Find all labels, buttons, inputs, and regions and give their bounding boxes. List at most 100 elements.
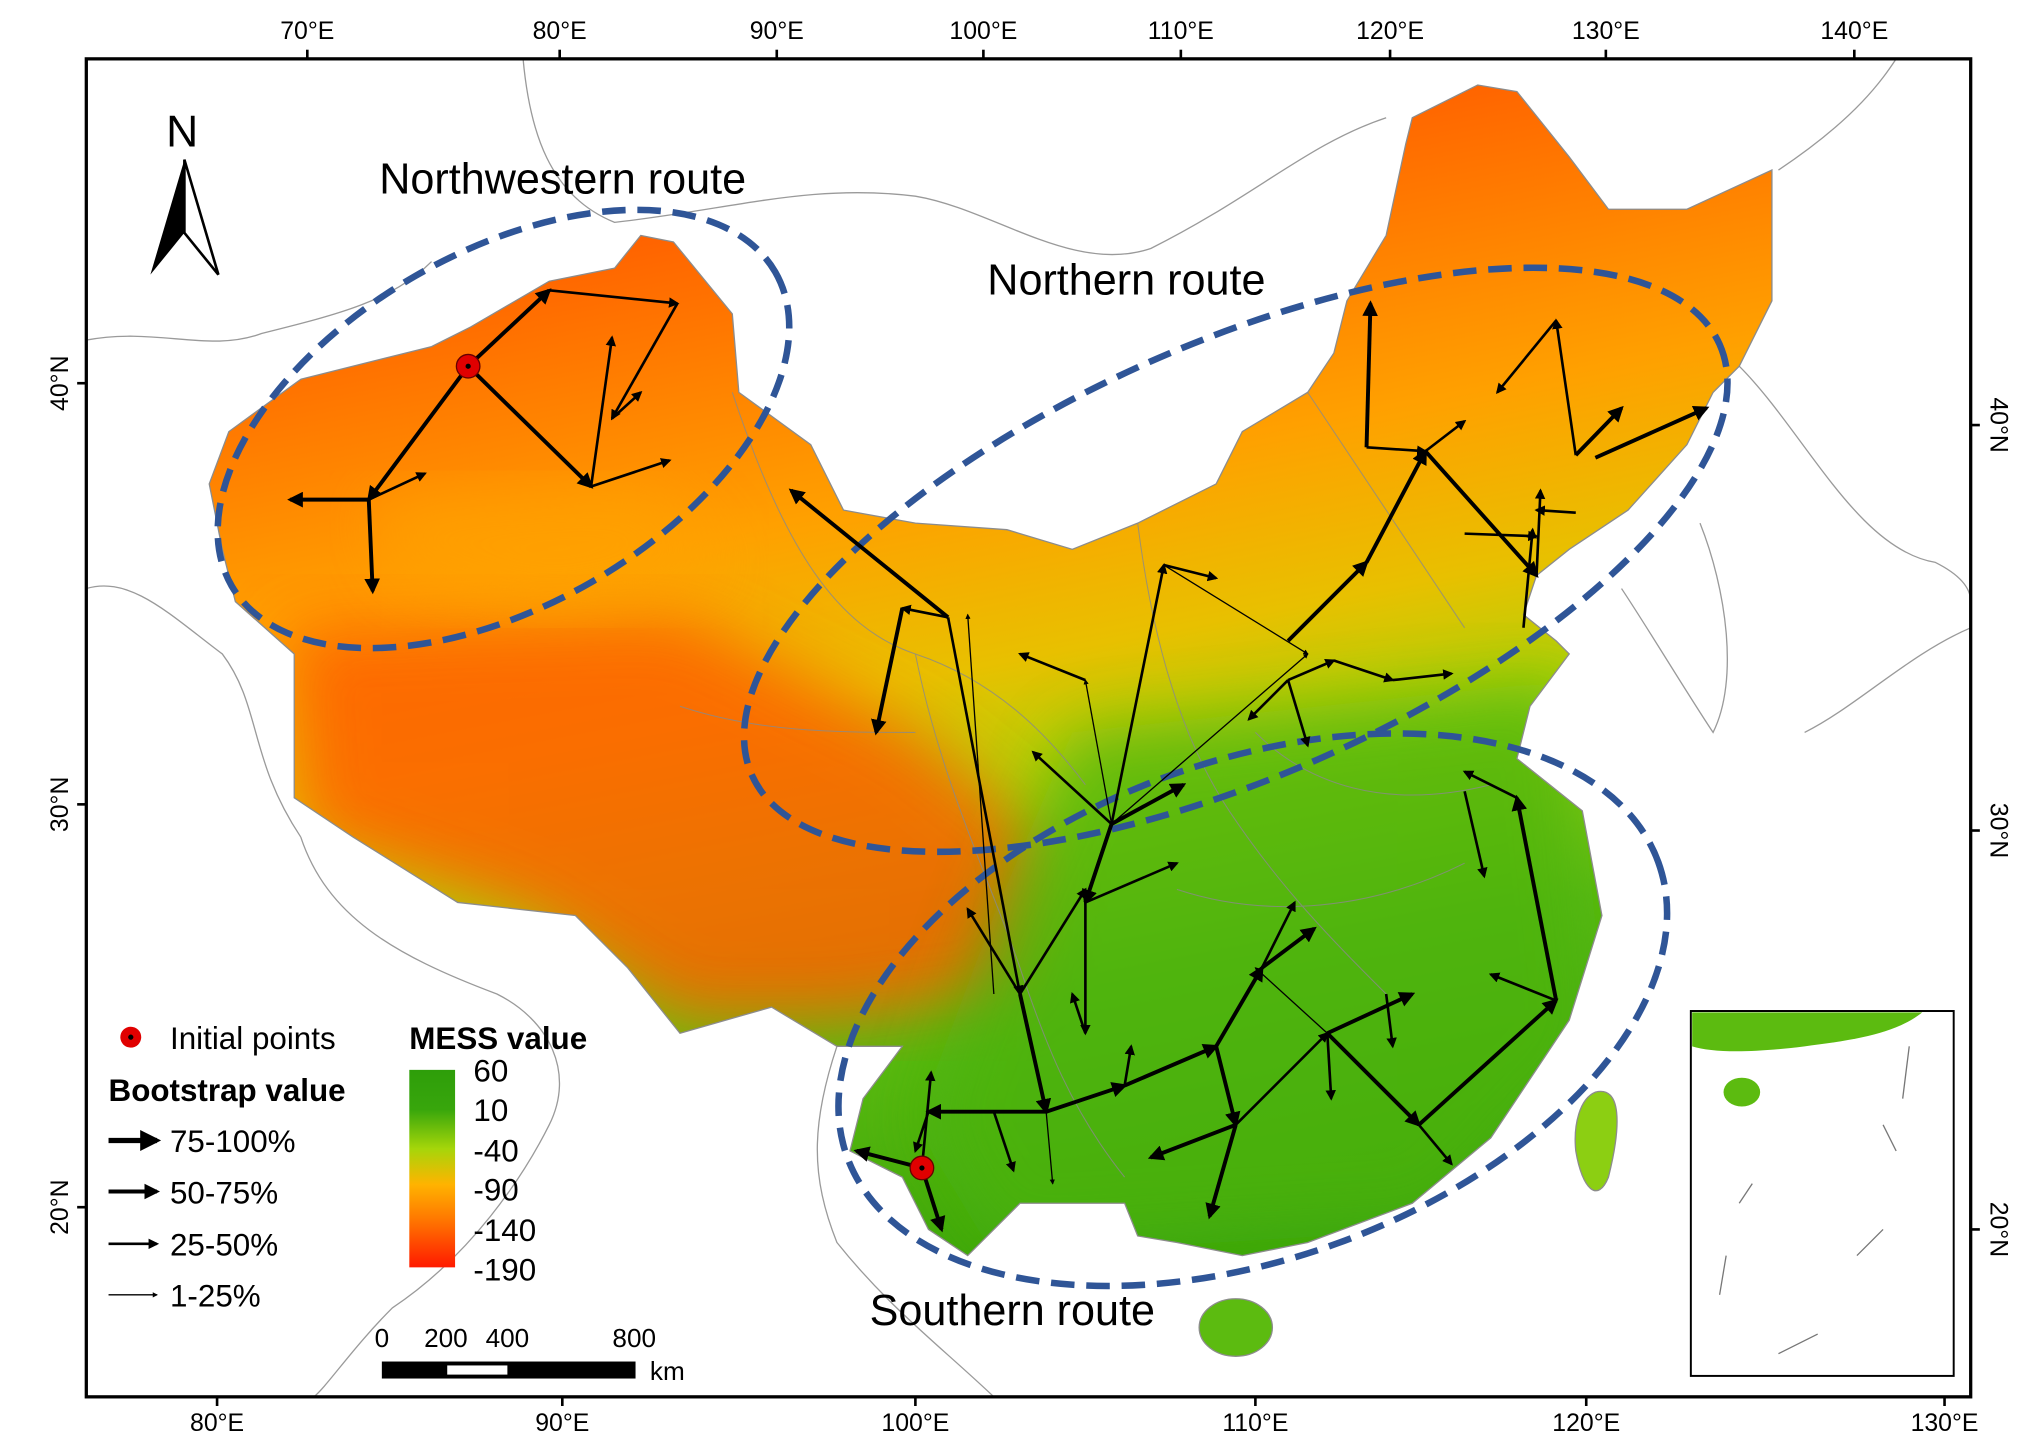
scale-tick: 400	[486, 1323, 530, 1353]
dispersal-arrow	[1018, 652, 1086, 682]
dispersal-arrow	[1069, 992, 1087, 1034]
dispersal-arrow	[1424, 419, 1467, 453]
mess-tick: 10	[473, 1093, 508, 1128]
dispersal-arrow	[1110, 783, 1187, 826]
dispersal-arrows	[287, 288, 1710, 1233]
bottom-tick-label: 80°E	[190, 1410, 244, 1437]
right-tick-label: 30°N	[1984, 803, 2011, 858]
northwestern-route-label: Northwestern route	[379, 156, 746, 204]
dispersal-arrow	[1594, 406, 1710, 460]
right-axis-labels: 40°N 30°N 20°N	[1984, 397, 2011, 1257]
dispersal-arrow	[1260, 926, 1317, 970]
dispersal-arrow	[1423, 449, 1539, 578]
scale-tick: 0	[375, 1323, 390, 1353]
scale-tick: 200	[424, 1323, 468, 1353]
mess-title: MESS value	[409, 1021, 587, 1056]
dispersal-arrow	[1325, 1033, 1336, 1101]
top-tick-label: 110°E	[1148, 18, 1214, 45]
bottom-axis-labels: 80°E 90°E 100°E 110°E 120°E 130°E	[190, 1410, 1978, 1437]
dispersal-arrow	[1333, 659, 1395, 683]
bootstrap-class-label: 1-25%	[170, 1279, 261, 1314]
bottom-tick-label: 100°E	[881, 1410, 949, 1437]
dispersal-arrow	[1123, 1044, 1220, 1088]
mess-tick: -140	[473, 1213, 536, 1248]
dispersal-arrow	[466, 364, 594, 489]
mess-colorbar	[409, 1069, 456, 1268]
north-label: N	[166, 107, 198, 156]
dispersal-arrow	[788, 488, 950, 619]
north-arrow: N	[150, 107, 220, 276]
dispersal-arrow	[1110, 562, 1168, 825]
southern-route-label: Southern route	[870, 1287, 1155, 1335]
dispersal-arrow	[1325, 1031, 1422, 1128]
dispersal-arrow	[1384, 993, 1397, 1049]
dispersal-arrow	[368, 472, 427, 501]
bootstrap-title: Bootstrap value	[109, 1073, 346, 1108]
dispersal-arrow	[1511, 794, 1559, 1001]
dispersal-arrow	[610, 302, 679, 421]
dispersal-arrow	[1205, 1124, 1238, 1220]
northwestern-route-ellipse	[214, 206, 793, 652]
dispersal-arrow	[1463, 790, 1488, 879]
mess-tick: 60	[473, 1054, 508, 1089]
dispersal-arrow	[366, 365, 470, 503]
mess-tick: -190	[473, 1252, 536, 1287]
province-boundaries	[679, 392, 1491, 1178]
dispersal-arrow	[1214, 965, 1264, 1048]
dispersal-arrow	[871, 607, 905, 736]
dispersal-arrow	[1111, 653, 1309, 825]
top-tick-label: 100°E	[949, 18, 1017, 45]
dispersal-arrow	[1163, 564, 1309, 655]
top-tick-label: 90°E	[750, 18, 804, 45]
dispersal-arrow	[1147, 1122, 1237, 1161]
china-mess-surface	[209, 85, 1772, 1256]
left-tick-label: 20°N	[47, 1179, 74, 1234]
northern-route-ellipse	[740, 264, 1731, 856]
dispersal-arrow	[1392, 669, 1454, 682]
top-tick-label: 140°E	[1820, 18, 1888, 45]
dispersal-arrow	[992, 1111, 1016, 1173]
top-tick-label: 80°E	[533, 18, 587, 45]
dispersal-arrow	[1254, 967, 1328, 1034]
scale-tick: 800	[612, 1323, 656, 1353]
dispersal-arrow	[1084, 861, 1179, 904]
dispersal-arrow	[920, 1070, 936, 1169]
hainan-island	[1198, 1298, 1274, 1357]
dispersal-arrow	[1018, 887, 1087, 995]
dispersal-arrow	[589, 335, 617, 487]
taiwan-island	[1574, 1090, 1618, 1192]
dispersal-arrow	[1045, 1082, 1128, 1114]
dispersal-arrow	[966, 907, 1022, 995]
map-frame	[84, 57, 1973, 1399]
top-tick-label: 130°E	[1572, 18, 1640, 45]
dispersal-arrow	[590, 458, 672, 488]
dispersal-arrow	[946, 617, 1024, 997]
mess-tick-labels: 60 10 -40 -90 -140 -190	[473, 1054, 536, 1288]
dispersal-arrow	[1364, 448, 1428, 564]
legend: Initial points Bootstrap value 75-100% 5…	[109, 1021, 588, 1314]
scale-unit: km	[650, 1356, 685, 1386]
right-tick-label: 40°N	[1984, 397, 2011, 452]
bottom-tick-label: 90°E	[535, 1410, 589, 1437]
dispersal-arrow	[1045, 1111, 1055, 1185]
dispersal-arrow	[1488, 972, 1557, 1002]
dispersal-arrow	[611, 390, 643, 420]
dispersal-arrow	[1018, 993, 1052, 1115]
left-tick-label: 30°N	[47, 777, 74, 832]
dispersal-arrow	[1083, 679, 1113, 825]
dispersal-arrow	[1362, 300, 1378, 448]
bootstrap-class-label: 25-50%	[170, 1228, 278, 1263]
bottom-tick-label: 130°E	[1911, 1410, 1979, 1437]
dispersal-arrow	[1286, 679, 1311, 748]
dispersal-arrow	[1495, 319, 1558, 394]
neighbour-boundaries	[86, 58, 1972, 1398]
left-axis-labels: 40°N 30°N 20°N	[47, 355, 74, 1234]
south-china-sea-inset	[1689, 1010, 1955, 1377]
dispersal-arrow	[466, 288, 552, 368]
top-tick-label: 70°E	[280, 18, 334, 45]
dispersal-arrow	[364, 499, 380, 595]
dispersal-arrow	[1163, 563, 1219, 582]
bootstrap-class-label: 75-100%	[170, 1124, 296, 1159]
